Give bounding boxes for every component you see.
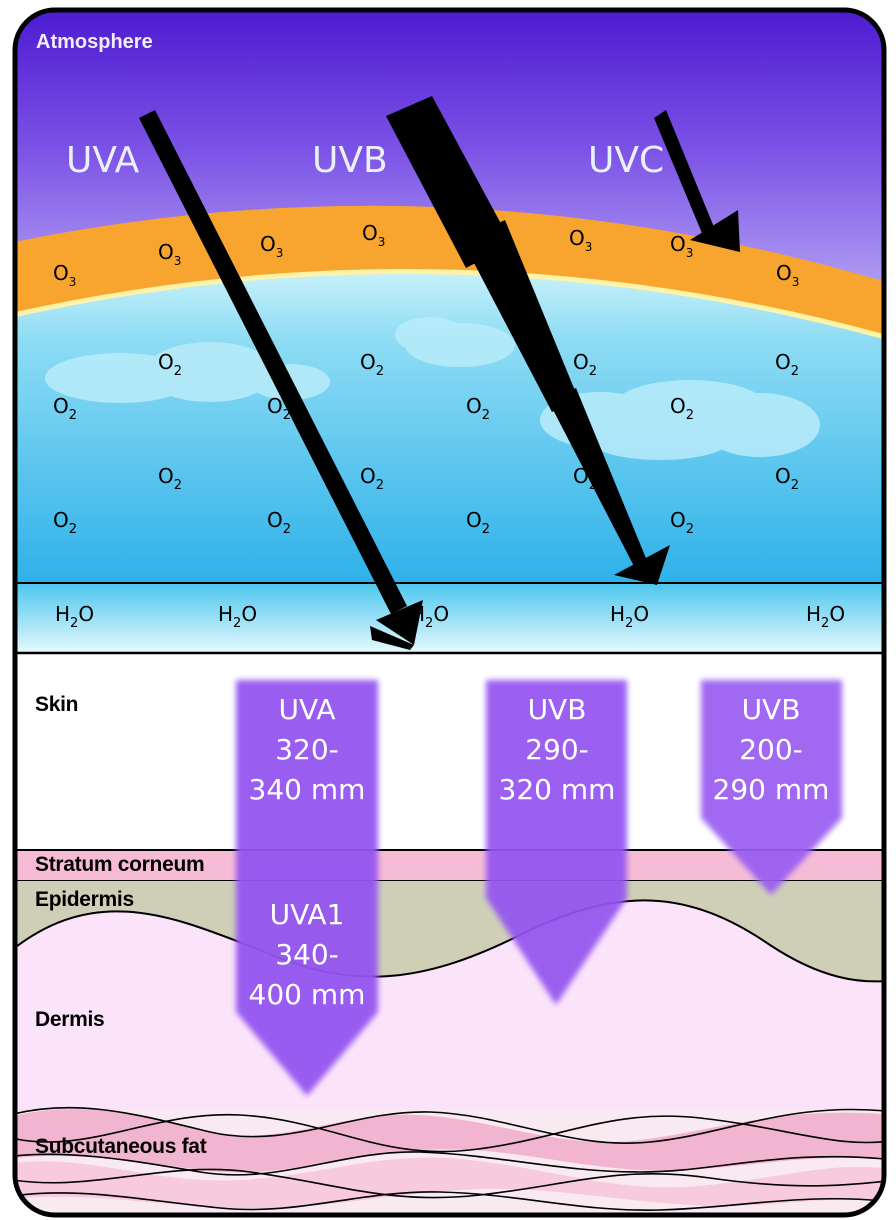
oxygen-molecule: O2 bbox=[670, 394, 695, 423]
oxygen-molecule: O2 bbox=[573, 464, 598, 493]
oxygen-molecule: O2 bbox=[360, 350, 385, 379]
oxygen-molecule: O2 bbox=[53, 394, 78, 423]
atmosphere-label: Atmosphere bbox=[36, 31, 153, 53]
uvb-heading: UVB bbox=[312, 140, 388, 181]
epidermis-label: Epidermis bbox=[35, 888, 134, 911]
ozone-layer bbox=[15, 205, 884, 340]
water-layer bbox=[15, 583, 884, 653]
oxygen-molecule: O2 bbox=[670, 508, 695, 537]
uva-band-name: UVA bbox=[278, 693, 336, 726]
diagram-frame bbox=[12, 7, 887, 1218]
ozone-molecule: O3 bbox=[670, 232, 694, 260]
uva-band-label: UVA 320- 340 mm bbox=[232, 690, 382, 810]
ozone-molecule: O3 bbox=[362, 221, 386, 249]
uva-penetration-band bbox=[236, 680, 378, 1096]
ozone-molecule: O3 bbox=[776, 261, 800, 289]
ozone-molecule: O3 bbox=[260, 232, 284, 260]
stratum-corneum-label: Stratum corneum bbox=[35, 853, 205, 876]
uvb-short-band-range-end: 290 mm bbox=[712, 773, 830, 806]
dermis-label: Dermis bbox=[35, 1008, 105, 1031]
uva1-band-name: UVA1 bbox=[269, 898, 345, 931]
uva-band-range-end: 340 mm bbox=[248, 773, 366, 806]
oxygen-molecule: O2 bbox=[775, 464, 800, 493]
ozone-molecule: O3 bbox=[569, 226, 593, 254]
uva1-band-range-start: 340- bbox=[275, 938, 339, 971]
oxygen-molecule: O2 bbox=[53, 508, 78, 537]
uvb-arrow bbox=[386, 96, 670, 585]
uvc-arrow bbox=[654, 110, 740, 252]
water-molecule: H2O bbox=[218, 602, 258, 631]
oxygen-molecule: O2 bbox=[573, 350, 598, 379]
uvc-penetration-band bbox=[701, 680, 842, 895]
oxygen-molecule: O2 bbox=[466, 394, 491, 423]
water-molecule: H2O bbox=[610, 602, 650, 631]
uvb-penetration-band bbox=[486, 680, 627, 1005]
lower-atmosphere bbox=[15, 256, 884, 590]
oxygen-molecule: O2 bbox=[267, 394, 292, 423]
ozone-molecule: O3 bbox=[158, 240, 182, 268]
ozone-edge bbox=[15, 268, 884, 343]
water-molecule: H2O bbox=[806, 602, 846, 631]
uva1-band-range-end: 400 mm bbox=[248, 978, 366, 1011]
water-molecule: H2O bbox=[55, 602, 95, 631]
uvb-band-range-start: 290- bbox=[525, 733, 589, 766]
uva-arrow bbox=[139, 110, 423, 650]
oxygen-molecule: O2 bbox=[360, 464, 385, 493]
uvc-heading: UVC bbox=[588, 140, 665, 181]
uvb-short-band-label: UVB 200- 290 mm bbox=[696, 690, 846, 810]
uvb-short-band-range-start: 200- bbox=[739, 733, 803, 766]
skin-label: Skin bbox=[35, 693, 79, 716]
uva1-band-label: UVA1 340- 400 mm bbox=[232, 895, 382, 1015]
water-molecule: H2O bbox=[410, 602, 450, 631]
subcutaneous-fat-layer bbox=[15, 1106, 884, 1215]
uvb-short-band-name: UVB bbox=[741, 693, 801, 726]
subcutaneous-fat-label: Subcutaneous fat bbox=[35, 1135, 207, 1158]
uva-heading: UVA bbox=[66, 140, 140, 181]
ozone-molecule: O3 bbox=[53, 261, 77, 289]
oxygen-molecule: O2 bbox=[466, 508, 491, 537]
uvb-band-name: UVB bbox=[527, 693, 587, 726]
uvb-band-range-end: 320 mm bbox=[498, 773, 616, 806]
oxygen-molecule: O2 bbox=[267, 508, 292, 537]
oxygen-molecule: O2 bbox=[775, 350, 800, 379]
uva-band-range-start: 320- bbox=[275, 733, 339, 766]
oxygen-molecule: O2 bbox=[158, 350, 183, 379]
uvb-band-label: UVB 290- 320 mm bbox=[482, 690, 632, 810]
oxygen-molecule: O2 bbox=[158, 464, 183, 493]
